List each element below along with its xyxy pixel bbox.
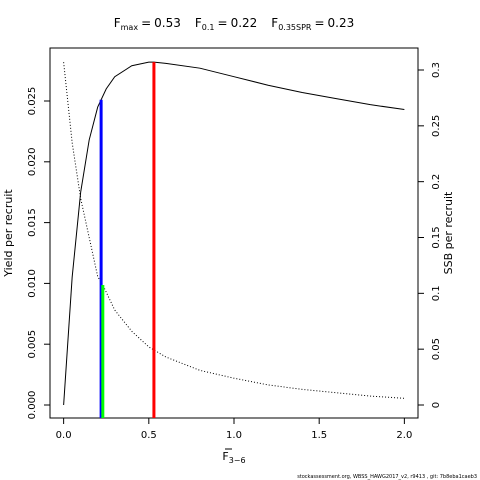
footer: stockassessment.org, WBSS_HAWG2017_v2, r…: [297, 474, 477, 480]
title-value: 0.53: [154, 16, 181, 30]
title-value: 0.23: [328, 16, 355, 30]
x-axis-label: F3−6: [222, 450, 245, 465]
x-tick-label: 2.0: [396, 430, 412, 441]
y2-tick-label: 0.3: [431, 62, 442, 78]
y2-tick-label: 0.1: [431, 285, 442, 301]
title-operator: =: [218, 16, 228, 30]
x-tick-label: 0.5: [141, 430, 157, 441]
title-operator: =: [314, 16, 324, 30]
series-line: [63, 61, 405, 406]
title-subscript: max: [121, 23, 139, 32]
y2-tick-label: 0.15: [431, 226, 442, 248]
y-tick-label: 0.015: [27, 208, 38, 237]
y-tick-label: 0.000: [27, 391, 38, 420]
y2-tick-label: 0.2: [431, 174, 442, 190]
title-symbol: F: [195, 16, 202, 30]
y2-tick-label: 0: [431, 402, 442, 408]
y2-tick-label: 0.25: [431, 115, 442, 137]
x-tick-label: 1.5: [311, 430, 327, 441]
y2-tick-label: 0.05: [431, 338, 442, 360]
x-tick-label: 0.0: [56, 430, 72, 441]
x-label-subscript: 3−6: [229, 456, 246, 465]
y-tick-label: 0.025: [27, 87, 38, 116]
title-symbol: F: [114, 16, 121, 30]
y-tick-label: 0.005: [27, 330, 38, 359]
chart-title: Fmax = 0.53 F0.1 = 0.22 F0.35SPR = 0.23: [114, 16, 355, 32]
x-tick-label: 1.0: [226, 430, 242, 441]
title-value: 0.22: [231, 16, 258, 30]
y-axis-label: Yield per recruit: [2, 189, 15, 278]
y-tick-label: 0.020: [27, 147, 38, 176]
series-line: [63, 62, 405, 399]
y2-axis-label: SSB per recruit: [442, 191, 455, 274]
title-subscript: 0.35SPR: [278, 23, 312, 32]
y-tick-label: 0.010: [27, 269, 38, 298]
title-operator: =: [141, 16, 151, 30]
title-symbol: F: [271, 16, 278, 30]
x-label-symbol: F: [222, 450, 228, 463]
title-subscript: 0.1: [202, 23, 215, 32]
